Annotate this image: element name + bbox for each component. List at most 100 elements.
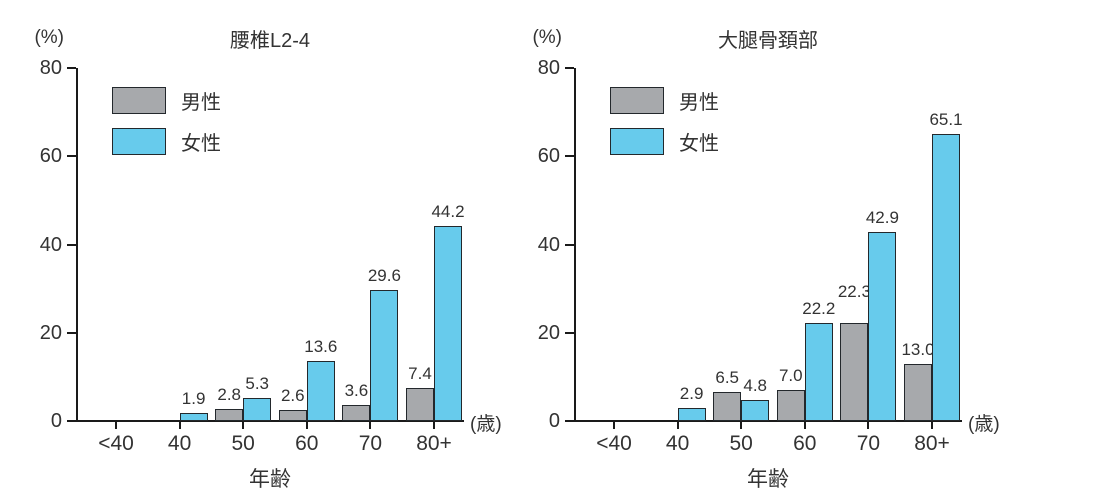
legend-female-swatch [610, 128, 664, 155]
x-category-label: 70 [358, 432, 383, 455]
y-tick-mark [67, 67, 76, 69]
y-tick-label: 40 [39, 233, 62, 256]
y-tick-label: 0 [50, 410, 62, 432]
x-category-label: <40 [98, 432, 134, 455]
y-tick-mark [565, 331, 574, 334]
x-category-label: 80+ [914, 432, 950, 455]
x-category-label: 70 [856, 432, 881, 455]
bar-male [406, 388, 434, 421]
x-tick-mark [178, 422, 181, 429]
y-tick-mark [67, 155, 76, 158]
y-tick-label: 80 [39, 57, 62, 79]
x-category-label: 40 [665, 432, 690, 455]
x-tick-mark [803, 422, 806, 429]
x-axis-line [76, 420, 464, 422]
x-axis-title: 年齢 [249, 468, 291, 491]
bar-value-label: 13.6 [304, 336, 338, 356]
x-axis-line [574, 420, 962, 422]
bar-female [804, 323, 833, 421]
bar-value-label: 2.6 [280, 385, 305, 405]
x-category-label: <40 [596, 432, 632, 455]
y-tick-label: 40 [537, 233, 560, 256]
bar-male [776, 390, 805, 421]
bar-value-label: 22.2 [802, 299, 836, 319]
y-tick-label: 20 [537, 321, 560, 344]
y-tick-mark [67, 243, 76, 246]
y-axis-line [76, 68, 78, 421]
y-tick-label: 0 [548, 410, 560, 432]
bar-value-label: 2.8 [217, 384, 241, 404]
bar-value-label: 1.9 [181, 388, 206, 408]
x-tick-mark [369, 422, 372, 429]
legend-female-swatch [112, 128, 166, 155]
y-axis-line [574, 68, 576, 421]
y-tick-mark [565, 155, 574, 158]
x-category-label: 40 [167, 432, 192, 455]
bar-value-label: 7.0 [778, 366, 803, 386]
y-tick-mark [565, 243, 574, 246]
x-category-label: 80+ [416, 432, 452, 455]
y-axis-unit: (%) [34, 27, 64, 48]
bar-value-label: 13.0 [901, 339, 935, 359]
chart-title: 腰椎L2-4 [229, 30, 311, 52]
y-tick-label: 20 [39, 321, 62, 344]
bar-male [713, 392, 742, 421]
bar-value-label: 44.2 [431, 201, 465, 221]
y-tick-mark [565, 67, 574, 69]
legend-male-swatch [610, 87, 664, 114]
y-tick-label: 60 [537, 145, 560, 168]
bar-male [840, 322, 869, 421]
y-tick-mark [67, 420, 76, 422]
legend-male-swatch [112, 87, 166, 114]
chart-lumbar-l2-4: (%) 腰椎L2-4 男性 女性 (歳) 年齢 0 20 40 60 80 <40 40 50… [16, 0, 576, 501]
bar-female [179, 412, 208, 421]
x-axis-title: 年齢 [747, 468, 789, 491]
bar-female [370, 290, 399, 421]
x-tick-mark [867, 422, 870, 429]
legend-entry-female: 女性 [112, 127, 221, 156]
bar-male [215, 408, 244, 421]
bar-female [243, 397, 272, 421]
x-tick-mark [115, 422, 117, 429]
y-tick-mark [565, 420, 574, 422]
legend-entry-female: 女性 [610, 127, 719, 156]
bar-value-label: 4.8 [743, 375, 767, 395]
y-axis-unit: (%) [532, 27, 562, 48]
x-tick-mark [433, 422, 435, 429]
x-tick-mark [613, 422, 615, 429]
chart-femoral-neck: (%) 大腿骨頚部 男性 女性 (歳) 年齢 0 20 40 60 80 <40 40 50 6… [514, 0, 1074, 501]
x-axis-unit: (歳) [470, 414, 502, 435]
bar-female [677, 408, 706, 421]
bar-value-label: 3.6 [344, 381, 369, 401]
bar-female [306, 360, 335, 421]
x-tick-mark [242, 422, 245, 429]
x-tick-mark [740, 422, 743, 429]
legend-entry-male: 男性 [112, 86, 221, 115]
bar-female [434, 225, 462, 421]
bar-value-label: 22.3 [837, 281, 871, 301]
x-category-label: 60 [295, 432, 319, 455]
y-tick-label: 60 [39, 145, 62, 168]
bar-female [868, 231, 897, 421]
legend: 男性 女性 [610, 86, 719, 168]
bar-value-label: 5.3 [245, 373, 269, 393]
bar-male [342, 405, 371, 421]
x-category-label: 50 [729, 432, 753, 455]
legend-entry-male: 男性 [610, 86, 719, 115]
bar-value-label: 42.9 [865, 207, 899, 227]
legend: 男性 女性 [112, 86, 221, 168]
bar-male [904, 363, 932, 421]
chart-title: 大腿骨頚部 [718, 30, 818, 52]
legend-female-label: 女性 [181, 133, 221, 155]
bar-female [932, 133, 960, 421]
bar-value-label: 7.4 [408, 364, 432, 384]
x-category-label: 50 [231, 432, 255, 455]
bar-female [741, 399, 770, 421]
legend-female-label: 女性 [679, 133, 719, 155]
y-tick-label: 80 [537, 57, 560, 79]
bar-value-label: 29.6 [367, 266, 401, 286]
legend-male-label: 男性 [181, 92, 221, 114]
x-tick-mark [676, 422, 679, 429]
bar-value-label: 65.1 [929, 109, 963, 129]
x-axis-unit: (歳) [968, 414, 1000, 435]
